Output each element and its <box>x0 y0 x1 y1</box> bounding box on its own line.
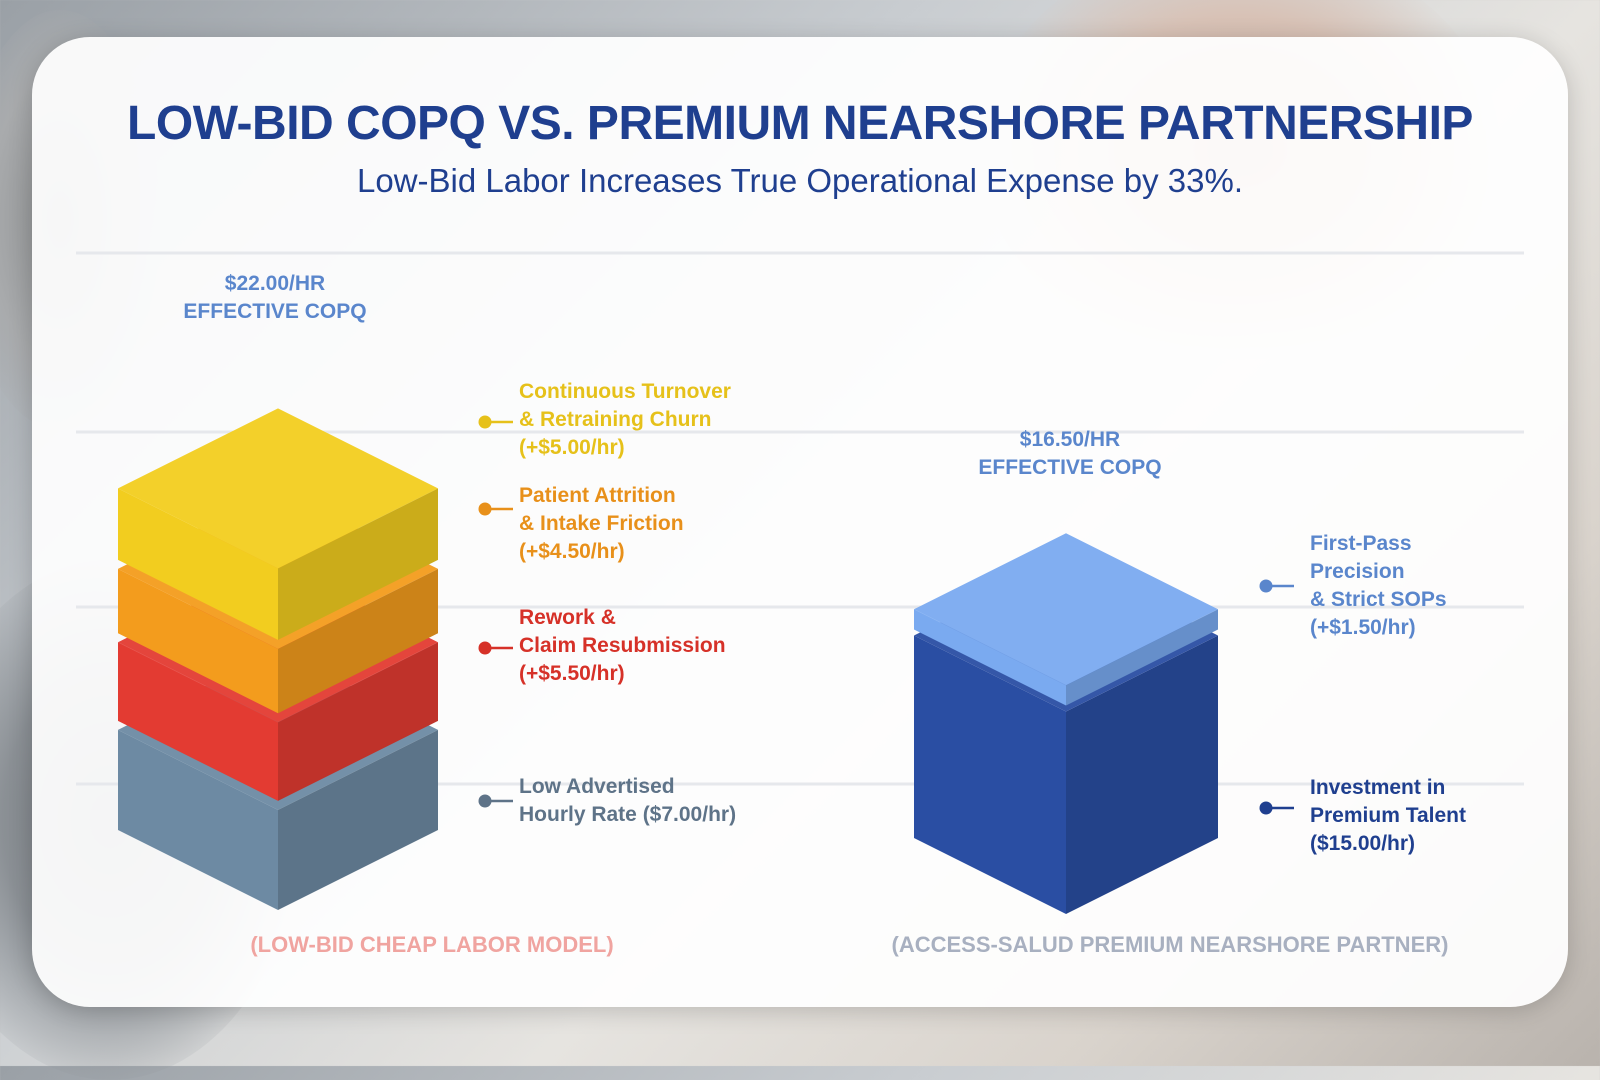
connector-dot-attrition <box>478 502 492 516</box>
label-rework: Rework & Claim Resubmission (+$5.50/hr) <box>519 604 726 688</box>
label-rework-line3: (+$5.50/hr) <box>519 662 625 685</box>
label-turnover-line1: Continuous Turnover <box>519 380 731 403</box>
bar-rework-right-face <box>278 642 438 801</box>
label-attrition-line1: Patient Attrition <box>519 484 676 507</box>
label-premium-talent-line3: ($15.00/hr) <box>1310 832 1416 855</box>
total-label-low-bid: $22.00/HR EFFECTIVE COPQ <box>150 270 400 326</box>
label-attrition-line2: & Intake Friction <box>519 512 684 535</box>
bar-first_pass-left-face <box>914 609 1066 706</box>
bar-turnover-left-face <box>118 488 278 640</box>
total-premium-value: $16.50/HR <box>1019 428 1121 451</box>
label-first-pass-line3: & Strict SOPs <box>1310 588 1447 611</box>
bar-premium_talent-left-face <box>914 635 1066 914</box>
category-label-low-bid: (LOW-BID CHEAP LABOR MODEL) <box>250 932 614 957</box>
label-first-pass: First-Pass Precision & Strict SOPs (+$1.… <box>1310 530 1447 642</box>
label-premium-talent-line2: Premium Talent <box>1310 804 1466 827</box>
bar-base_rate-left-face <box>118 729 278 910</box>
label-attrition: Patient Attrition & Intake Friction (+$4… <box>519 482 684 566</box>
bar-attrition-left-face <box>118 568 278 714</box>
label-turnover-line3: (+$5.00/hr) <box>519 436 625 459</box>
bar-turnover-top-face <box>118 408 438 569</box>
label-attrition-line3: (+$4.50/hr) <box>519 540 625 563</box>
label-rework-line2: Claim Resubmission <box>519 634 726 657</box>
connector-dot-turnover <box>478 415 492 429</box>
bar-base_rate-right-face <box>278 729 438 910</box>
connector-dot-first-pass <box>1259 579 1273 593</box>
label-premium-talent-line1: Investment in <box>1310 776 1446 799</box>
bar-first_pass-top-face <box>914 533 1218 686</box>
chart-subtitle: Low-Bid Labor Increases True Operational… <box>356 162 1243 199</box>
bar-first_pass-right-face <box>1066 609 1218 706</box>
bar-premium_talent-right-face <box>1066 635 1218 914</box>
label-premium-talent: Investment in Premium Talent ($15.00/hr) <box>1310 774 1466 858</box>
connector-dot-premium-talent <box>1259 801 1273 815</box>
label-base-rate: Low Advertised Hourly Rate ($7.00/hr) <box>519 773 736 829</box>
bar-attrition-right-face <box>278 568 438 714</box>
connector-dot-rework <box>478 641 492 655</box>
chart-title: LOW-BID COPQ VS. PREMIUM NEARSHORE PARTN… <box>127 97 1473 150</box>
label-base-rate-line1: Low Advertised <box>519 775 675 798</box>
category-label-premium: (ACCESS-SALUD PREMIUM NEARSHORE PARTNER) <box>891 932 1449 957</box>
label-base-rate-line2: Hourly Rate ($7.00/hr) <box>519 803 737 826</box>
total-low-bid-caption: EFFECTIVE COPQ <box>183 300 367 323</box>
bar-rework-left-face <box>118 642 278 801</box>
label-turnover: Continuous Turnover & Retraining Churn (… <box>519 378 731 462</box>
label-first-pass-line4: (+$1.50/hr) <box>1310 616 1416 639</box>
label-first-pass-line1: First-Pass <box>1310 532 1412 555</box>
bar-turnover-right-face <box>278 488 438 640</box>
label-first-pass-line2: Precision <box>1310 560 1405 583</box>
total-premium-caption: EFFECTIVE COPQ <box>978 456 1162 479</box>
label-turnover-line2: & Retraining Churn <box>519 408 712 431</box>
total-low-bid-value: $22.00/HR <box>224 272 326 295</box>
connector-dot-base-rate <box>478 794 492 808</box>
label-rework-line1: Rework & <box>519 606 616 629</box>
total-label-premium: $16.50/HR EFFECTIVE COPQ <box>945 426 1195 482</box>
